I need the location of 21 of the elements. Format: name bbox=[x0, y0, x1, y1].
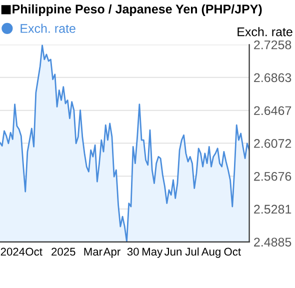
x-tick-label: Aug bbox=[201, 248, 220, 258]
y-tick-label: 2.5676 bbox=[254, 172, 292, 181]
y-tick-label: 2.6467 bbox=[254, 106, 292, 116]
y-tick-label: 2.6072 bbox=[254, 139, 292, 148]
x-tick-label: Oct bbox=[224, 248, 241, 256]
x-tick-label: 30 bbox=[127, 248, 139, 256]
x-tick-label: Oct bbox=[26, 248, 42, 256]
chart-title: Philippine Peso / Japanese Yen (PHP/JPY) bbox=[12, 4, 262, 16]
x-tick-label: Mar bbox=[84, 248, 102, 256]
y-tick-label: 2.6863 bbox=[254, 73, 292, 82]
y-tick-label: 2.7258 bbox=[254, 40, 292, 50]
x-tick-label: 2025 bbox=[52, 248, 76, 256]
y-tick-label: 2.4885 bbox=[254, 238, 292, 247]
x-tick-label: Jul bbox=[185, 247, 199, 256]
x-tick-label: 2024 bbox=[0, 248, 25, 256]
x-tick-label: Apr bbox=[103, 248, 120, 258]
x-tick-label: May bbox=[142, 248, 163, 258]
y-tick-label: 2.5281 bbox=[254, 204, 292, 214]
legend-label: Exch. rate bbox=[20, 24, 76, 33]
y-axis-title: Exch. rate bbox=[238, 27, 292, 36]
x-tick-label: Jun bbox=[164, 248, 182, 256]
